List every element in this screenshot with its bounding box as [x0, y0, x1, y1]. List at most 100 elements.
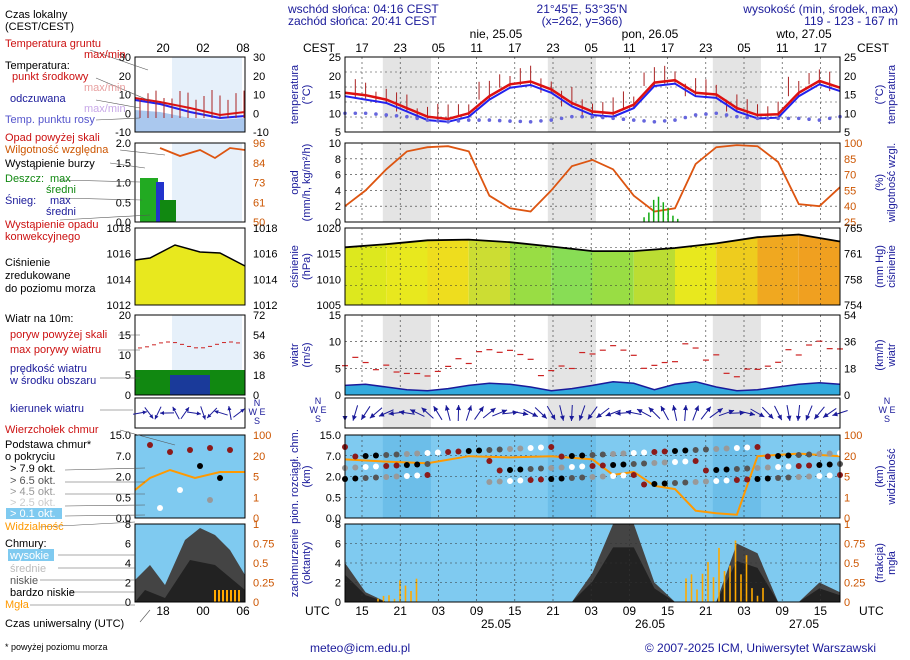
cloud-base-dot [465, 448, 472, 454]
axis-tick-label: 1 [844, 492, 850, 504]
dew-point [405, 114, 409, 119]
dew-point [425, 118, 430, 122]
legend-wind-arrow-icon [154, 406, 162, 420]
legend-wind-arrow-head [154, 414, 159, 420]
dew-point [374, 112, 378, 116]
wind-arrow-head [768, 413, 774, 419]
legend-okt-25: > 2.5 okt. [10, 497, 56, 509]
cloud-base-dot [393, 451, 400, 458]
cloud-base-dot [795, 474, 802, 480]
legend-wind-arrow-head [142, 410, 147, 415]
dew-point [394, 114, 399, 118]
axis-tick-label: 20 [844, 71, 856, 83]
cloud-base-dot [661, 480, 668, 487]
dew-point [642, 119, 646, 123]
legend-tick-label: 20 [253, 71, 265, 83]
cloud-base-dot [403, 451, 410, 457]
cloud-base-dot [599, 451, 606, 458]
axis-tick-label: 100 [844, 138, 862, 150]
legend-tick-label: 5 [253, 472, 259, 484]
dew-point [683, 115, 688, 120]
legend-rain-max: max [50, 173, 71, 185]
dew-point [817, 118, 822, 122]
legend-pressure-panel-frame [134, 227, 246, 306]
cloud-base-dot [393, 473, 400, 480]
dew-point [549, 118, 554, 122]
cest-hour-label: 11 [623, 41, 636, 55]
cloud-base-dot [641, 460, 648, 467]
dew-point [415, 116, 419, 121]
cloudbase-frame [344, 434, 841, 519]
wind-arrow-icon [739, 410, 756, 417]
cloud-base-dot [764, 464, 771, 471]
wind-arrow-head [786, 415, 792, 421]
legend-wind-panel-frame [134, 314, 246, 396]
wind-arrow-head [805, 414, 811, 421]
cloud-base-dot [806, 451, 813, 458]
legend-compass-icon: NW ES [249, 398, 266, 426]
axis-tick-label: 55 [844, 185, 856, 197]
pressure-fill [551, 246, 593, 305]
axis-tick-label: 7.0 [326, 451, 341, 463]
legend-wind-arrow-icon [186, 411, 202, 416]
wind-arrow-icon [569, 404, 575, 422]
dew-point [776, 116, 780, 121]
legend-compass-letter: S [254, 416, 260, 426]
legend-tick-label: 6 [125, 539, 131, 551]
legend-local-hour: 20 [156, 41, 170, 55]
panel-axis-title: (%) wilgotność wzgl. [874, 143, 898, 223]
humidity-line [344, 144, 841, 213]
legend-tick-label: 50 [253, 217, 265, 229]
wind-arrow-icon [559, 405, 565, 421]
legend-wind-arrow-icon [144, 407, 154, 419]
wind-arrow-head [378, 411, 385, 417]
legend-pointer-line [89, 49, 149, 71]
legend-pressure-line3: do poziomu morza [5, 283, 96, 295]
cloud-base-dot [517, 445, 524, 452]
legend-convective-line2: konwekcyjnego [5, 231, 80, 243]
cloud-base-dot [651, 460, 658, 466]
cloud-base-dot [620, 461, 627, 468]
cest-hour-label: 11 [470, 41, 483, 55]
cest-hour-label: 05 [737, 41, 751, 55]
dew-point [755, 116, 760, 121]
cloud-base-dot [651, 481, 658, 487]
axis-tick-label: 100 [844, 430, 862, 442]
panel-axis-title: zachmurzenie (oktanty) [289, 529, 313, 597]
legend-wind-arrow-icon [206, 407, 218, 419]
legend-very-low: bardzo niskie [10, 587, 75, 599]
cloud-base-dot [527, 477, 534, 483]
night-band [382, 315, 431, 395]
legend-cloud-base-dot [217, 475, 223, 481]
wind-arrow-head [532, 412, 538, 417]
legend-tick-label: 1012 [253, 300, 277, 312]
legend-pointer-line [59, 179, 141, 183]
legend-tick-label: 0.0 [116, 217, 131, 229]
cloud-base-dot [568, 475, 575, 481]
legend-cloud-base-dot [227, 447, 233, 453]
cloud-base-dot [785, 474, 792, 481]
wind-arrow-icon [813, 406, 825, 420]
wind-arrow-head [550, 414, 556, 420]
footer-email[interactable]: meteo@icm.edu.pl [310, 641, 410, 655]
panel-axis-title-line: mgła [886, 550, 898, 575]
panel-axis-title: ciśnienie (hPa) [289, 245, 313, 288]
axis-tick-label: 10 [844, 108, 856, 120]
legend-wind-arrow-icon [133, 410, 147, 415]
cest-hour-label: 05 [432, 41, 446, 55]
panel-axis-title: (frakcja) mgła [874, 543, 898, 583]
legend-wind-arrow-icon [172, 406, 180, 420]
compass-letter: S [884, 414, 890, 424]
utc-hour-label: 15 [355, 604, 369, 618]
utc-hour-label: 09 [470, 604, 484, 618]
wind-arrow-icon [692, 405, 700, 421]
panel-axis-title-line: (km) [301, 466, 313, 488]
dew-point [559, 116, 564, 121]
legend-okt-45: > 4.5 okt. [10, 486, 56, 498]
dew-point [724, 113, 729, 117]
legend-tick-label: 1 [253, 519, 259, 531]
utc-left: UTC [305, 604, 330, 618]
cloud-base-dot [558, 464, 565, 471]
legend-tick-label: 15 [119, 330, 131, 342]
dew-point [662, 119, 667, 123]
